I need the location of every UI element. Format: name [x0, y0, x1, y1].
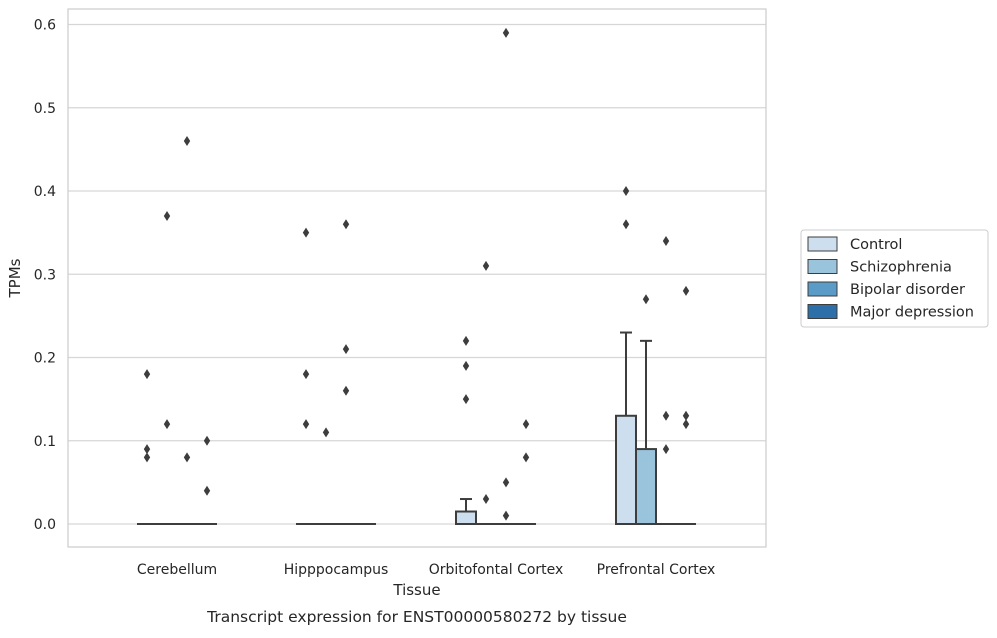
outlier-point — [622, 186, 630, 196]
outlier-point — [682, 410, 690, 421]
outlier-point — [482, 494, 490, 505]
x-tick-label: Hipppocampus — [284, 562, 389, 578]
legend: Control Schizophrenia Bipolar disorder Majo… — [800, 229, 989, 328]
legend-label: Schizophrenia — [850, 260, 952, 276]
grid-lines — [68, 23, 766, 525]
box-group — [455, 498, 477, 526]
box — [615, 414, 637, 525]
outlier-point — [143, 369, 151, 380]
x-tick-label: Prefrontal Cortex — [597, 562, 716, 578]
outlier-point — [322, 427, 330, 438]
plot-area-frame — [67, 8, 767, 548]
legend-swatch — [807, 304, 838, 319]
y-axis-ticks: 0.0 0.1 0.2 0.3 0.4 0.5 0.6 — [34, 18, 56, 534]
outlier-point — [302, 227, 310, 238]
box — [455, 510, 477, 526]
outlier-point — [462, 335, 470, 346]
x-tick-label: Orbitofontal Cortex — [429, 562, 564, 578]
outlier-points — [143, 27, 690, 521]
outlier-point — [302, 369, 310, 380]
outlier-point — [203, 435, 211, 446]
box-series — [137, 331, 696, 526]
outlier-point — [183, 136, 191, 147]
outlier-point — [502, 27, 510, 38]
outlier-point — [342, 385, 350, 396]
outlier-point — [143, 444, 151, 455]
legend-label: Major depression — [850, 305, 974, 321]
legend-label: Bipolar disorder — [850, 282, 965, 298]
outlier-point — [302, 419, 310, 430]
outlier-point — [522, 452, 530, 463]
figure-caption: Transcript expression for ENST0000058027… — [206, 608, 627, 626]
outlier-point — [522, 419, 530, 430]
outlier-point — [462, 394, 470, 405]
outlier-point — [163, 210, 171, 221]
x-axis-ticks: Cerebellum Hipppocampus Orbitofontal Corte… — [137, 562, 715, 578]
x-tick-label: Cerebellum — [137, 562, 217, 578]
outlier-point — [163, 419, 171, 430]
outlier-point — [662, 235, 670, 246]
outlier-point — [342, 344, 350, 355]
outlier-point — [642, 294, 650, 305]
box-group — [615, 331, 637, 525]
box-group — [635, 339, 657, 526]
outlier-point — [682, 419, 690, 430]
y-tick-label: 0.4 — [34, 184, 56, 200]
outlier-point — [662, 444, 670, 455]
outlier-point — [502, 510, 510, 521]
y-axis-title: TPMs — [6, 258, 24, 298]
y-tick-label: 0.3 — [34, 267, 56, 283]
box — [635, 448, 657, 526]
legend-swatch — [807, 259, 838, 274]
legend-label: Control — [850, 237, 902, 253]
y-tick-label: 0.0 — [34, 517, 56, 533]
outlier-point — [342, 219, 350, 230]
outlier-point — [622, 219, 630, 230]
outlier-point — [143, 452, 151, 463]
outlier-point — [203, 485, 211, 496]
legend-swatch — [807, 281, 838, 297]
outlier-point — [682, 285, 690, 296]
x-axis-title: Tissue — [392, 581, 440, 599]
y-tick-label: 0.6 — [34, 18, 56, 34]
outlier-point — [462, 360, 470, 371]
outlier-point — [502, 477, 510, 488]
outlier-point — [482, 260, 490, 271]
y-tick-label: 0.2 — [34, 351, 56, 367]
outlier-point — [183, 452, 191, 463]
y-tick-label: 0.1 — [34, 434, 56, 450]
y-tick-label: 0.5 — [34, 101, 56, 117]
legend-swatch — [807, 236, 838, 252]
legend-frame — [800, 229, 989, 328]
outlier-point — [662, 410, 670, 421]
